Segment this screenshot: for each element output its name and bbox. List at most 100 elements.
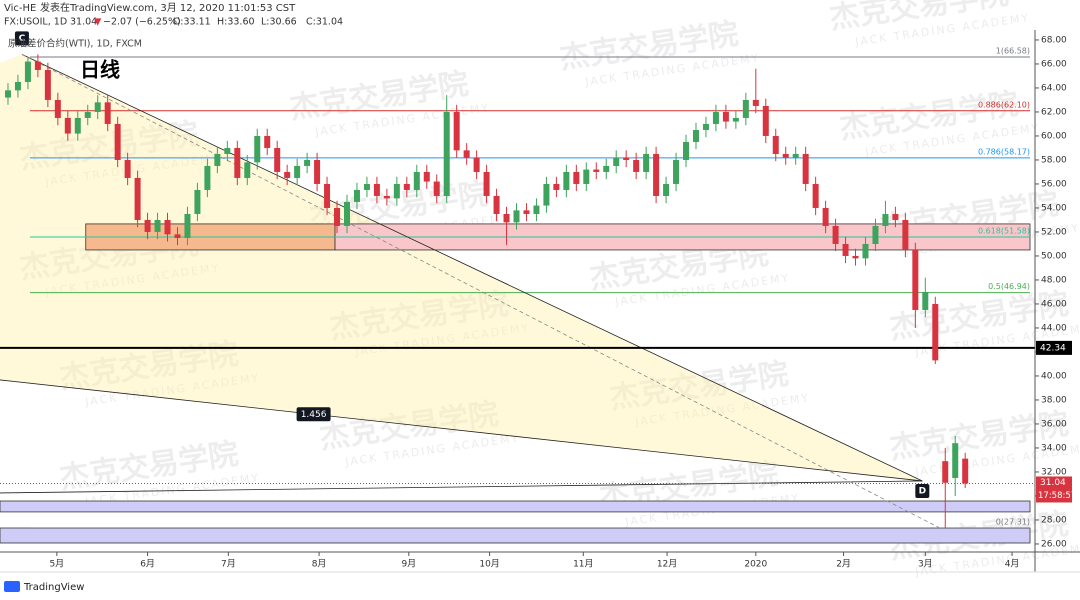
y-tick-label: 28.00	[1041, 515, 1067, 525]
y-tick-label: 40.00	[1041, 371, 1067, 381]
point-box	[14, 31, 29, 46]
candle-body	[772, 135, 779, 154]
x-tick-label: 5月	[49, 559, 64, 570]
candle-body	[314, 159, 321, 184]
candle-body	[872, 225, 879, 244]
candle-body	[363, 183, 370, 190]
close: C:31.04	[306, 17, 343, 28]
y-tick-label: 62.00	[1041, 107, 1067, 117]
candle-body	[712, 111, 719, 124]
candle-body	[583, 169, 590, 184]
fib-label: 0.886(62.10)	[978, 100, 1030, 109]
candle-body	[503, 213, 510, 223]
x-tick-label: 3月	[918, 559, 933, 570]
hline-tag	[1036, 340, 1072, 355]
y-tick-label: 32.00	[1041, 467, 1067, 477]
candle-body	[343, 201, 350, 226]
candle-body	[4, 90, 11, 98]
candle-body	[732, 117, 739, 122]
candle-body	[174, 234, 181, 238]
point-label: C	[19, 34, 26, 44]
candle-body	[563, 171, 570, 190]
fib-label: 0(27.31)	[996, 518, 1030, 527]
candle-body	[54, 99, 61, 118]
y-tick-label: 36.00	[1041, 419, 1067, 429]
y-tick-label: 46.00	[1041, 299, 1067, 309]
candle-body	[383, 195, 390, 199]
fib-label: 0.5(46.94)	[988, 282, 1030, 291]
y-tick-label: 26.00	[1041, 539, 1067, 549]
hline-tag-label: 42.34	[1040, 343, 1066, 353]
candle-body	[433, 181, 440, 196]
candle-body	[543, 183, 550, 206]
candle-body	[752, 99, 759, 106]
high: H:33.60	[217, 17, 255, 28]
candle-body	[882, 213, 889, 226]
candle-body	[44, 69, 51, 100]
candle-body	[24, 61, 31, 82]
candle-body	[762, 105, 769, 136]
open: O:33.11	[173, 17, 211, 28]
y-tick-label: 48.00	[1041, 275, 1067, 285]
candle-body	[114, 123, 121, 160]
candle-body	[523, 210, 530, 214]
x-tick-label: 9月	[401, 559, 416, 570]
candle-body	[184, 213, 191, 238]
candle-body	[413, 171, 420, 190]
chart-title: 日线	[80, 58, 120, 82]
candle-body	[653, 153, 660, 196]
candle-body	[393, 183, 400, 199]
candle-body	[274, 147, 281, 172]
candle-body	[164, 219, 171, 235]
x-tick-label: 8月	[312, 559, 327, 570]
candle-body	[932, 303, 939, 361]
y-tick-label: 34.00	[1041, 443, 1067, 453]
candle-body	[862, 243, 869, 259]
last-price-label: 31.04	[1040, 478, 1066, 488]
pattern-line	[0, 379, 923, 482]
pattern-fill	[0, 54, 923, 481]
candle-body	[244, 162, 251, 178]
candle-body	[204, 165, 211, 190]
logo-icon	[4, 581, 20, 592]
pattern-line	[0, 480, 923, 494]
candle-body	[613, 157, 620, 166]
candle-body	[334, 207, 341, 226]
candle-body	[573, 171, 580, 184]
candle-body	[892, 213, 899, 220]
candle-body	[962, 458, 969, 484]
candle-body	[533, 205, 540, 214]
instrument: 原油差价合约(WTI), 1D, FXCM	[8, 38, 142, 50]
candle-body	[812, 183, 819, 208]
zone	[0, 527, 1031, 544]
candle-body	[144, 219, 151, 232]
y-tick-label: 68.00	[1041, 35, 1067, 45]
pattern-line	[21, 53, 923, 482]
candle-body	[423, 171, 430, 182]
candle-body	[593, 169, 600, 172]
candle-body	[603, 165, 610, 172]
candle-body	[353, 189, 360, 202]
candle-body	[14, 81, 21, 91]
brand: TradingView	[23, 582, 84, 593]
low: L:30.66	[261, 17, 297, 28]
x-tick-label: 6月	[140, 559, 155, 570]
candle-body	[124, 159, 131, 178]
candle-body	[224, 147, 231, 154]
x-tick-label: 2月	[836, 559, 851, 570]
x-tick-label: 2020	[744, 560, 767, 570]
candle-body	[134, 177, 141, 220]
candle-body	[74, 117, 81, 134]
candle-body	[294, 165, 301, 178]
y-tick-label: 52.00	[1041, 227, 1067, 237]
candle-body	[722, 111, 729, 122]
candle-body	[633, 159, 640, 172]
symbol: FX:USOIL, 1D	[4, 17, 67, 28]
candle-body	[513, 210, 520, 223]
y-tick-label: 56.00	[1041, 179, 1067, 189]
candle-body	[94, 102, 101, 112]
ratio-box	[296, 407, 331, 422]
candle-body	[912, 249, 919, 310]
pattern-dashed	[21, 54, 941, 529]
